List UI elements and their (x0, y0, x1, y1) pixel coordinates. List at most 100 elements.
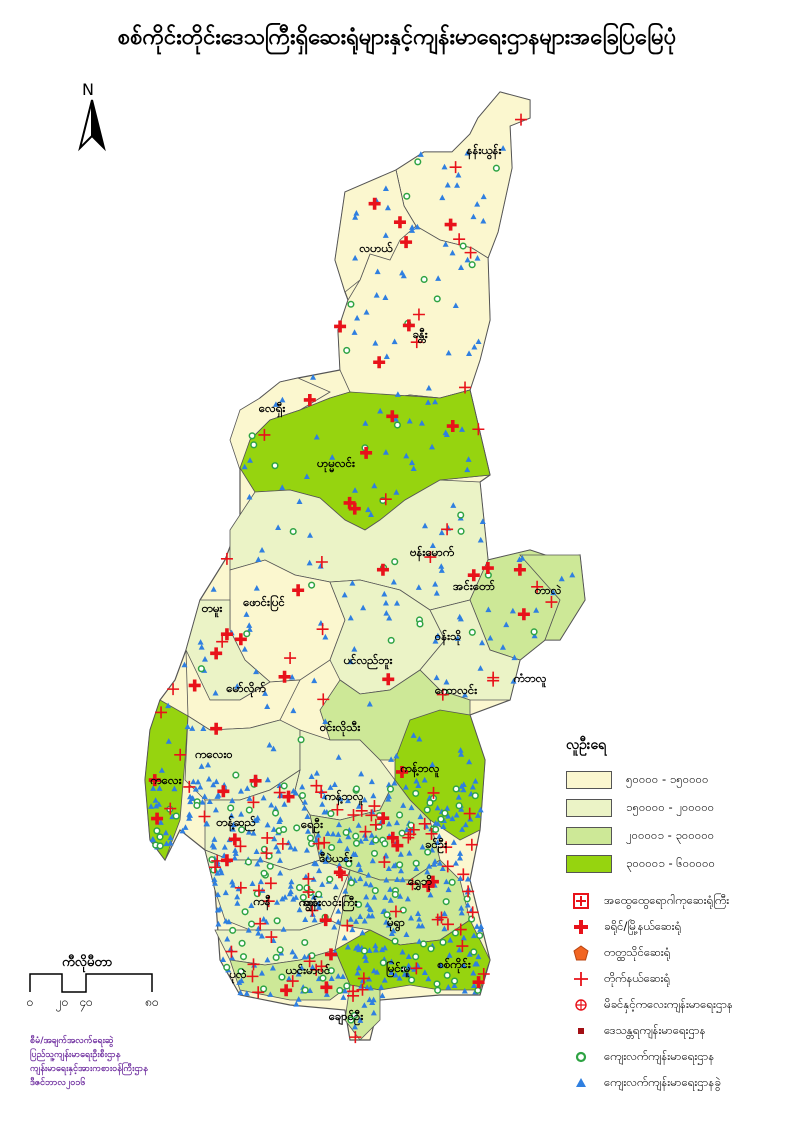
sub-rural-health-center-marker (335, 821, 342, 828)
sub-rural-health-center-marker (357, 875, 364, 882)
sub-rural-health-center-marker (270, 826, 277, 832)
rural-health-center-marker (244, 858, 253, 866)
sub-rural-health-center-marker (366, 947, 373, 954)
sub-rural-health-center-marker (460, 786, 467, 793)
sub-rural-health-center-marker (377, 407, 384, 414)
blue-triangle-icon (570, 1073, 592, 1093)
sub-rural-health-center-marker (336, 861, 343, 868)
sub-rural-health-center-marker (222, 917, 229, 924)
sub-rural-health-center-marker (335, 907, 342, 914)
sub-rural-health-center-marker (397, 893, 404, 899)
sub-rural-health-center-marker (364, 984, 371, 991)
sub-rural-health-center-marker (336, 837, 343, 844)
station-hospital-marker (331, 803, 344, 816)
sub-rural-health-center-marker (440, 823, 447, 830)
credit-line: ပြည်သူ့ကျန်းမာရေးဦးစီးဌာန (30, 1050, 121, 1060)
township-hospital-marker (395, 765, 408, 778)
station-hospital-marker (252, 986, 265, 999)
sub-rural-health-center-marker (475, 953, 482, 960)
sub-rural-health-center-marker (267, 991, 274, 997)
rural-health-center-marker (463, 895, 471, 903)
sub-rural-health-center-marker (382, 599, 389, 606)
township-hospital-marker (382, 673, 395, 686)
station-hospital-marker (389, 905, 402, 918)
station-hospital-marker (265, 931, 278, 944)
thin-cross-icon (570, 969, 592, 989)
sub-rural-health-center-marker (405, 953, 412, 960)
station-hospital-marker (273, 786, 286, 799)
credit-line: ဒီဇင်ဘာလ၂၀၁၆ (30, 1078, 86, 1088)
rural-health-center-marker (427, 945, 435, 953)
sub-rural-health-center-marker (370, 1009, 377, 1016)
sub-rural-health-center-marker (387, 886, 394, 892)
sub-rural-health-center-marker (349, 926, 356, 933)
station-hospital-marker (264, 877, 277, 890)
township-label: ဝန်းသို (434, 629, 462, 646)
township-hospital-marker (334, 320, 347, 333)
township-label: ကံဘလူ (512, 671, 546, 688)
sub-rural-health-center-marker (296, 906, 303, 913)
station-hospital-marker (302, 872, 315, 885)
sub-rural-health-center-marker (214, 891, 221, 898)
sub-rural-health-center-marker (382, 185, 389, 192)
sub-rural-health-center-marker (429, 443, 436, 450)
sub-rural-health-center-marker (211, 876, 218, 882)
station-hospital-marker (464, 246, 477, 259)
sub-rural-health-center-marker (255, 930, 262, 936)
sub-rural-health-center-marker (466, 350, 473, 356)
rural-health-center-marker (326, 875, 334, 883)
sub-rural-health-center-marker (343, 856, 350, 862)
sub-rural-health-center-marker (280, 926, 287, 932)
station-hospital-marker (315, 960, 328, 973)
township-hospital-marker (333, 866, 346, 879)
station-hospital-marker (459, 381, 472, 394)
sub-rural-health-center-marker (259, 546, 266, 553)
sub-rural-health-center-marker (400, 272, 407, 279)
station-hospital-marker (356, 983, 369, 996)
sub-rural-health-center-marker (264, 956, 271, 963)
sub-rural-health-center-marker (383, 876, 390, 883)
sub-rural-health-center-marker (301, 953, 308, 960)
sub-rural-health-center-marker (296, 498, 303, 504)
scale-bar: ၀ ၂၀ ၄၀ ၈၀ (27, 973, 159, 1012)
sub-rural-health-center-marker (374, 268, 381, 275)
township-label: ရွှေဘို (407, 874, 433, 891)
rural-health-center-marker (271, 462, 279, 470)
township-hospital-marker (234, 633, 247, 646)
sub-rural-health-center-marker (371, 482, 378, 489)
sub-rural-health-center-marker (455, 794, 462, 800)
sub-rural-health-center-marker (383, 610, 390, 616)
sub-rural-health-center-marker (271, 835, 278, 842)
sub-rural-health-center-marker (410, 732, 417, 738)
township-hospital-marker (422, 880, 435, 893)
sub-rural-health-center-marker (279, 895, 286, 902)
facility-type-label: ကျေးလက်ကျန်းမာရေးဌာန (604, 1048, 715, 1063)
sub-rural-health-center-marker (458, 751, 465, 757)
sub-rural-health-center-marker (301, 805, 308, 811)
rural-health-center-marker (172, 812, 180, 820)
sub-rural-health-center-marker (204, 820, 211, 827)
sub-rural-health-center-marker (382, 232, 389, 238)
rural-health-center-marker (347, 300, 355, 308)
township-hospital-marker (368, 197, 381, 210)
station-hospital-marker (463, 807, 476, 820)
sub-rural-health-center-marker (456, 854, 463, 861)
sub-rural-health-center-marker (387, 897, 394, 903)
rural-health-center-marker (260, 985, 268, 993)
rural-health-center-marker (423, 806, 431, 814)
sub-rural-health-center-marker (394, 391, 401, 397)
sub-rural-health-center-marker (474, 812, 481, 818)
station-hospital-marker (454, 923, 467, 936)
sub-rural-health-center-marker (279, 396, 286, 403)
sub-rural-health-center-marker (417, 813, 424, 820)
sub-rural-health-center-marker (241, 463, 248, 470)
population-class-row: ၅၀၀၀၀ - ၁၅၀၀၀၀ (566, 766, 788, 794)
rural-health-center-marker (396, 811, 404, 819)
facility-type-row: ဒေသန္တရကျန်းမာရေးဌာန (570, 1018, 788, 1044)
sub-rural-health-center-marker (436, 860, 443, 866)
sub-rural-health-center-marker (330, 830, 337, 837)
township-label: ပင်လည်ဘူး (343, 653, 394, 670)
sub-rural-health-center-marker (150, 785, 157, 791)
station-hospital-marker (315, 786, 328, 799)
rural-health-center-marker (315, 890, 323, 898)
